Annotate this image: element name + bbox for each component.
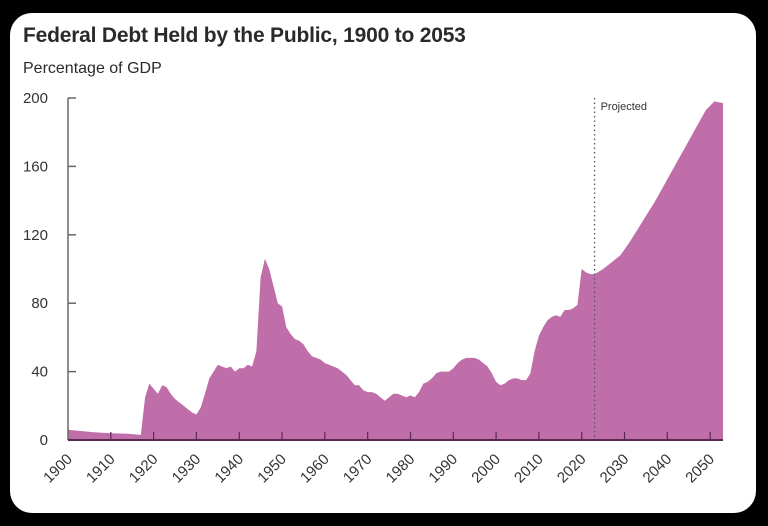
x-tick-label: 1950 (254, 451, 290, 487)
y-tick-label: 160 (23, 158, 48, 175)
x-tick-label: 2000 (468, 451, 504, 487)
axis-layer (67, 97, 723, 441)
x-tick-label: 2010 (511, 451, 547, 487)
y-tick-label: 40 (31, 364, 48, 381)
y-tick-label: 200 (23, 90, 48, 107)
x-tick-label: 1980 (383, 451, 419, 487)
x-tick-label: 1930 (169, 451, 205, 487)
y-tick-label: 80 (31, 295, 48, 312)
chart-title: Federal Debt Held by the Public, 1900 to… (23, 24, 466, 47)
x-tick-label: 1920 (126, 451, 162, 487)
x-tick-label: 2040 (640, 451, 676, 487)
y-axis-label: Percentage of GDP (23, 60, 162, 77)
debt-area (68, 101, 723, 441)
x-tick-label: 2030 (597, 451, 633, 487)
x-tick-label: 1990 (426, 451, 462, 487)
x-tick-label: 1960 (297, 451, 333, 487)
projected-label: Projected (601, 101, 647, 113)
x-tick-label: 1940 (211, 451, 247, 487)
x-tick-label: 2020 (554, 451, 590, 487)
area-layer (68, 101, 723, 441)
x-tick-label: 1970 (340, 451, 376, 487)
y-tick-label: 0 (40, 432, 48, 449)
x-tick-label: 1910 (83, 451, 119, 487)
x-tick-label: 2050 (682, 451, 718, 487)
x-tick-label: 1900 (40, 451, 76, 487)
y-tick-label: 120 (23, 227, 48, 244)
